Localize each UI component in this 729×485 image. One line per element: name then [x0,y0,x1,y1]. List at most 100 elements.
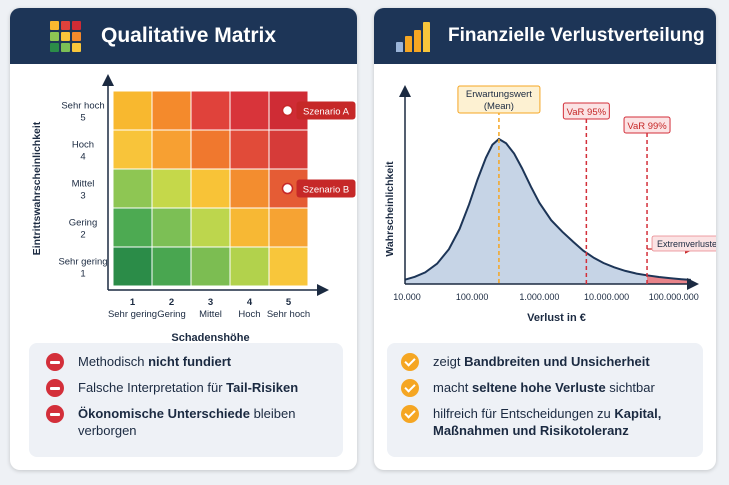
minus-circle-icon [46,353,64,371]
matrix-cell [112,129,153,170]
x-level-number: 3 [208,297,213,308]
y-level-number: 4 [80,152,85,163]
bullet-text-bold: Tail-Risiken [226,380,299,395]
matrix-cell [229,129,270,170]
matrix-cell [151,246,192,287]
qualitative-matrix-header: Qualitative Matrix [10,8,357,64]
bullet-item: macht seltene hohe Verluste sichtbar [401,379,703,397]
scenario-label-box [296,101,356,120]
bullet-item: Falsche Interpretation für Tail-Risiken [46,379,343,397]
y-level-name: Hoch [72,140,94,151]
loss-distribution-title: Finanzielle Verlustverteilung [448,25,705,46]
bullet-text: zeigt Bandbreiten und Unsicherheit [433,353,650,370]
var-label-box [623,116,671,134]
scenario-marker [281,104,294,117]
bullet-text-plain: sichtbar [605,380,655,395]
y-level-name: Gering [69,218,98,229]
y-level-number: 1 [80,269,85,280]
loss-distribution-header: Finanzielle Verlustverteilung [374,8,716,64]
x-level-number: 5 [286,297,292,308]
x-tick-label: 100.000 [456,292,489,302]
matrix-cell [229,168,270,209]
bullet-text-plain: macht [433,380,473,395]
matrix-cell [112,168,153,209]
scenario-label: Szenario B [303,185,349,196]
matrix-cell [112,246,153,287]
matrix-cell [190,90,231,131]
bullet-text: macht seltene hohe Verluste sichtbar [433,379,655,396]
matrix-cell [190,168,231,209]
distribution-benefits-list: zeigt Bandbreiten und Unsicherheit macht … [387,343,703,457]
bullet-item: Methodisch nicht fundiert [46,353,343,371]
matrix-cell [112,207,153,248]
bullet-text-plain: bleiben verborgen [78,406,296,438]
bullet-text-bold: Bandbreiten und Unsicherheit [464,354,650,369]
bullet-text-bold: nicht fundiert [148,354,232,369]
mean-label: Erwartungswert [466,89,532,100]
x-axis-label: Schadenshöhe [171,332,249,344]
distribution-area [405,139,691,284]
y-level-number: 3 [80,191,85,202]
x-axis-label: Verlust in € [527,312,586,324]
matrix-cell [190,207,231,248]
y-level-number: 2 [80,230,85,241]
matrix-cell [229,207,270,248]
matrix-cell [112,90,153,131]
tail-label: Extremverluste [657,239,716,249]
matrix-drawbacks-list: Methodisch nicht fundiert Falsche Interpr… [29,343,343,457]
matrix-cell [229,90,270,131]
qualitative-matrix-title: Qualitative Matrix [101,24,277,47]
x-level-name: Gering [157,309,186,320]
var-label: VaR 99% [627,121,667,132]
bullet-text: Falsche Interpretation für Tail-Risiken [78,379,298,396]
minus-circle-icon [46,379,64,397]
y-axis-label: Eintrittswahrscheinlichkeit [31,121,43,255]
x-level-number: 4 [247,297,253,308]
x-level-name: Hoch [238,309,260,320]
matrix-grid-icon [50,20,81,52]
bullet-text-bold: seltene hohe Verluste [472,380,606,395]
scenario-label-box [296,179,356,198]
x-level-name: Sehr hoch [267,309,310,320]
scenario-label: Szenario A [303,107,350,118]
matrix-cell [268,246,309,287]
bullet-text: Methodisch nicht fundiert [78,353,231,370]
matrix-cell [268,129,309,170]
bullet-text-plain: hilfreich für Entscheidungen zu [433,406,615,421]
x-level-number: 2 [169,297,174,308]
var-label: VaR 95% [567,107,607,118]
x-tick-label: 1.000.000 [519,292,559,302]
x-tick-label: 10.000.000 [584,292,629,302]
tail-label-box [651,235,716,252]
x-tick-label: 100.000.000 [649,292,699,302]
scenario-marker [281,182,294,195]
bullet-text-bold: Ökonomische Unterschiede [78,406,250,421]
mean-label-sub: (Mean) [484,101,514,112]
y-level-name: Mittel [72,179,95,190]
y-axis-label: Wahrscheinlichkeit [384,161,396,257]
matrix-cell [268,207,309,248]
x-level-number: 1 [130,297,136,308]
bullet-item: zeigt Bandbreiten und Unsicherheit [401,353,703,371]
check-circle-icon [401,353,419,371]
matrix-cell [151,129,192,170]
distribution-curve [404,137,691,281]
bullet-text-bold: Kapital, Maßnahmen und Risikotoleranz [433,406,662,438]
bullet-item: hilfreich für Entscheidungen zu Kapital,… [401,405,703,439]
matrix-cell [229,246,270,287]
minus-circle-icon [46,405,64,423]
matrix-cell [151,168,192,209]
y-level-name: Sehr hoch [61,101,104,112]
matrix-cell [190,246,231,287]
check-circle-icon [401,405,419,423]
bullet-text-plain: zeigt [433,354,465,369]
loss-distribution-card: Finanzielle Verlustverteilung Wahrschein… [374,8,716,470]
var-label-box [562,102,610,120]
bar-chart-icon [396,20,432,52]
bullet-text: Ökonomische Unterschiede bleiben verborg… [78,405,343,439]
x-tick-label: 10.000 [393,292,421,302]
x-level-name: Sehr gering [108,309,157,320]
check-circle-icon [401,379,419,397]
bullet-text-plain: Falsche Interpretation für [78,380,227,395]
